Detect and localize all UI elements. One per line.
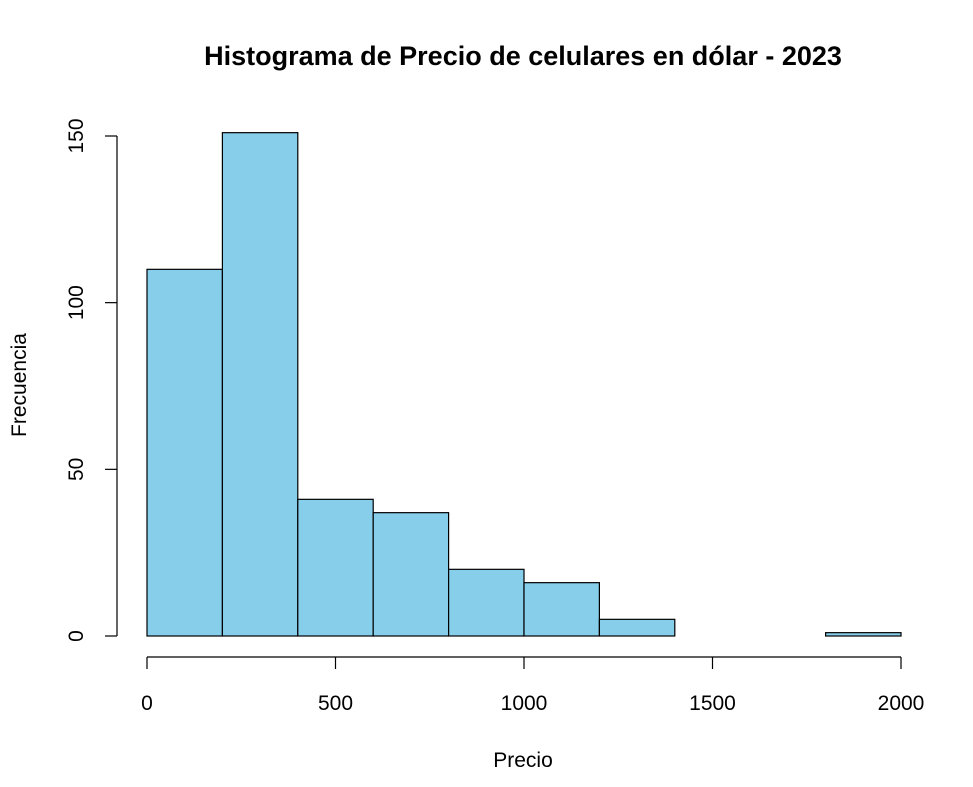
histogram-bar-1800-2000 <box>824 632 902 637</box>
y-tick-label-100: 100 <box>65 285 88 320</box>
x-axis: 0 500 1000 1500 2000 <box>141 656 925 715</box>
y-axis-label: Frecuencia <box>8 333 31 437</box>
histogram-bar-200-400 <box>221 132 299 637</box>
x-tick-label-1000: 1000 <box>501 692 548 715</box>
histogram-bar-400-600 <box>297 498 374 637</box>
x-tick-label-1500: 1500 <box>689 692 736 715</box>
y-tick-label-50: 50 <box>65 458 88 481</box>
y-axis: 0 50 100 150 <box>65 118 118 642</box>
x-tick-label-500: 500 <box>318 692 353 715</box>
y-tick-label-0: 0 <box>65 630 88 642</box>
x-tick-label-0: 0 <box>141 692 153 715</box>
histogram-bar-800-1000 <box>448 568 525 637</box>
y-tick-label-150: 150 <box>65 118 88 153</box>
histogram-bar-0-200 <box>146 268 224 637</box>
x-tick-label-2000: 2000 <box>878 692 925 715</box>
histogram-bars <box>146 132 902 637</box>
x-axis-label: Precio <box>493 749 553 772</box>
histogram-bar-1200-1400 <box>598 618 676 637</box>
chart-title: Histograma de Precio de celulares en dól… <box>204 41 842 71</box>
histogram-bar-600-800 <box>372 512 450 637</box>
histogram-bar-1000-1200 <box>523 582 601 637</box>
